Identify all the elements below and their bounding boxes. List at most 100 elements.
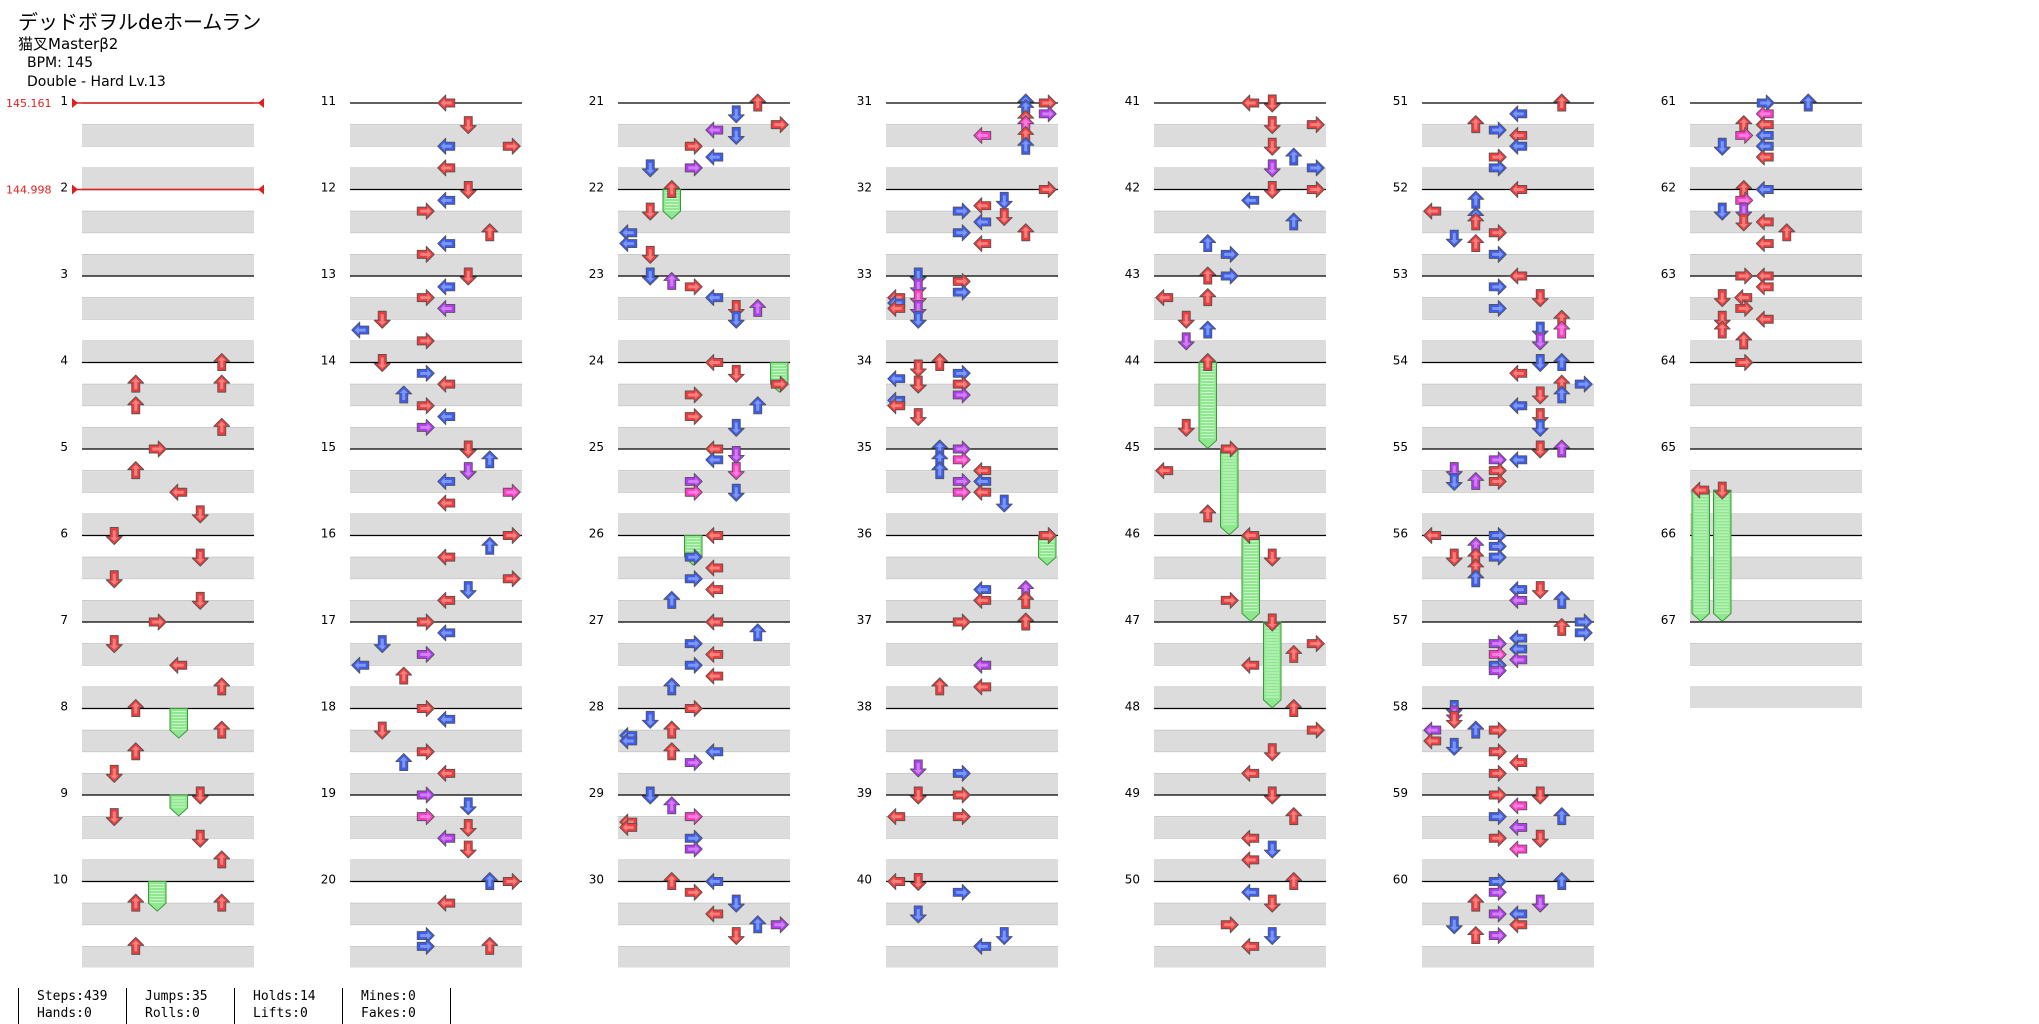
arrow-highlight [464,800,473,812]
measure-26: 26 [589,527,790,622]
arrow-down-icon [1531,786,1549,805]
arrow-left-icon [1241,937,1260,955]
measure-number: 5 [60,440,68,454]
arrow-shape [437,375,456,393]
arrow-right-icon [416,700,435,717]
arrow-highlight [1738,131,1750,140]
arrow-highlight [172,488,184,497]
measure-35: 35 [857,440,1058,535]
arrow-highlight [646,206,655,218]
arrow-down-icon [1531,581,1549,600]
beat-band [82,125,254,146]
arrow-shape [1488,662,1507,680]
arrow-shape [416,418,435,436]
arrow-shape [213,677,231,696]
arrow-left-icon [887,873,906,890]
arrow-shape [1038,181,1057,198]
arrow-highlight [217,356,226,368]
arrow-highlight [1536,389,1545,401]
arrow-highlight [1512,401,1524,410]
song-bpm: BPM: 145 [27,55,94,71]
arrow-shape [952,483,971,501]
arrow-shape [105,808,123,827]
arrow-left-icon [1241,851,1260,869]
arrow-highlight [1512,131,1524,140]
arrow-left-icon [1755,116,1774,134]
arrow-shape [749,915,767,934]
arrow-shape [973,483,992,501]
arrow-highlight [1739,216,1748,228]
arrow-highlight [1492,466,1504,475]
arrow-down-icon [727,462,745,481]
arrow-shape [1241,829,1260,847]
arrow-shape [1263,137,1281,156]
arrow-highlight [1759,239,1771,248]
arrow-highlight [485,226,494,238]
arrow-shape [663,677,681,696]
arrow-shape [909,786,927,805]
measure-number: 16 [321,527,336,541]
arrow-down-icon [909,873,927,891]
arrow-highlight [1471,237,1480,249]
arrow-up-icon [1467,926,1485,945]
beat-band [350,427,522,449]
arrow-highlight [1492,304,1504,313]
arrow-shape [1553,807,1571,826]
beat-band [1422,644,1594,665]
beat-band [618,773,790,795]
arrow-highlight [1492,553,1504,562]
arrow-up-icon [1553,353,1571,371]
arrow-up-icon [663,590,681,609]
arrow-highlight [399,756,408,768]
arrow-highlight [708,650,720,659]
arrow-highlight [1804,97,1813,108]
measure-number: 48 [1125,700,1140,714]
arrow-highlight [1426,726,1438,735]
arrow-down-icon [909,759,927,778]
arrow-highlight [1536,584,1545,596]
measure-number: 4 [60,354,68,368]
arrow-highlight [708,618,720,626]
beat-band [886,730,1058,752]
arrow-right-icon [1488,635,1507,653]
measure-number: 25 [589,440,604,454]
arrow-highlight [732,898,741,910]
arrow-shape [1263,786,1281,805]
arrow-down-icon [1531,289,1549,308]
arrow-shape [1553,353,1571,371]
arrow-right-icon [416,743,435,761]
arrow-down-icon [909,408,927,427]
measure-number: 1 [60,94,68,108]
arrow-shape [416,332,435,350]
beat-band [618,644,790,665]
beat-band [618,903,790,925]
arrow-highlight [1021,118,1030,130]
measure-20: 20 [321,873,522,968]
arrow-highlight [1492,791,1504,799]
arrow-right-icon [1306,116,1325,134]
beat-band [618,211,790,233]
arrow-right-icon [684,548,703,566]
arrow-up-icon [213,850,231,869]
arrow-right-icon [952,883,971,901]
arrow-shape [705,613,724,631]
arrow-shape [1755,213,1774,231]
arrow-shape [1509,916,1528,934]
arrow-highlight [440,477,452,486]
measure-number: 15 [321,440,336,454]
arrow-highlight [1492,250,1504,259]
measure-number: 31 [857,94,872,108]
beat-band [350,903,522,925]
arrow-shape [437,494,456,512]
arrow-right-icon [952,202,971,220]
beat-band [1690,514,1862,535]
arrow-shape [1263,840,1281,859]
beat-band [1154,946,1326,968]
arrow-highlight [1738,272,1750,280]
arrow-shape [191,829,209,848]
arrow-highlight [1268,162,1277,174]
arrow-left-icon [437,894,456,912]
jumps-count: Jumps:35 [145,989,208,1004]
arrow-shape [1574,624,1593,642]
bpm-left-marker [72,98,78,108]
